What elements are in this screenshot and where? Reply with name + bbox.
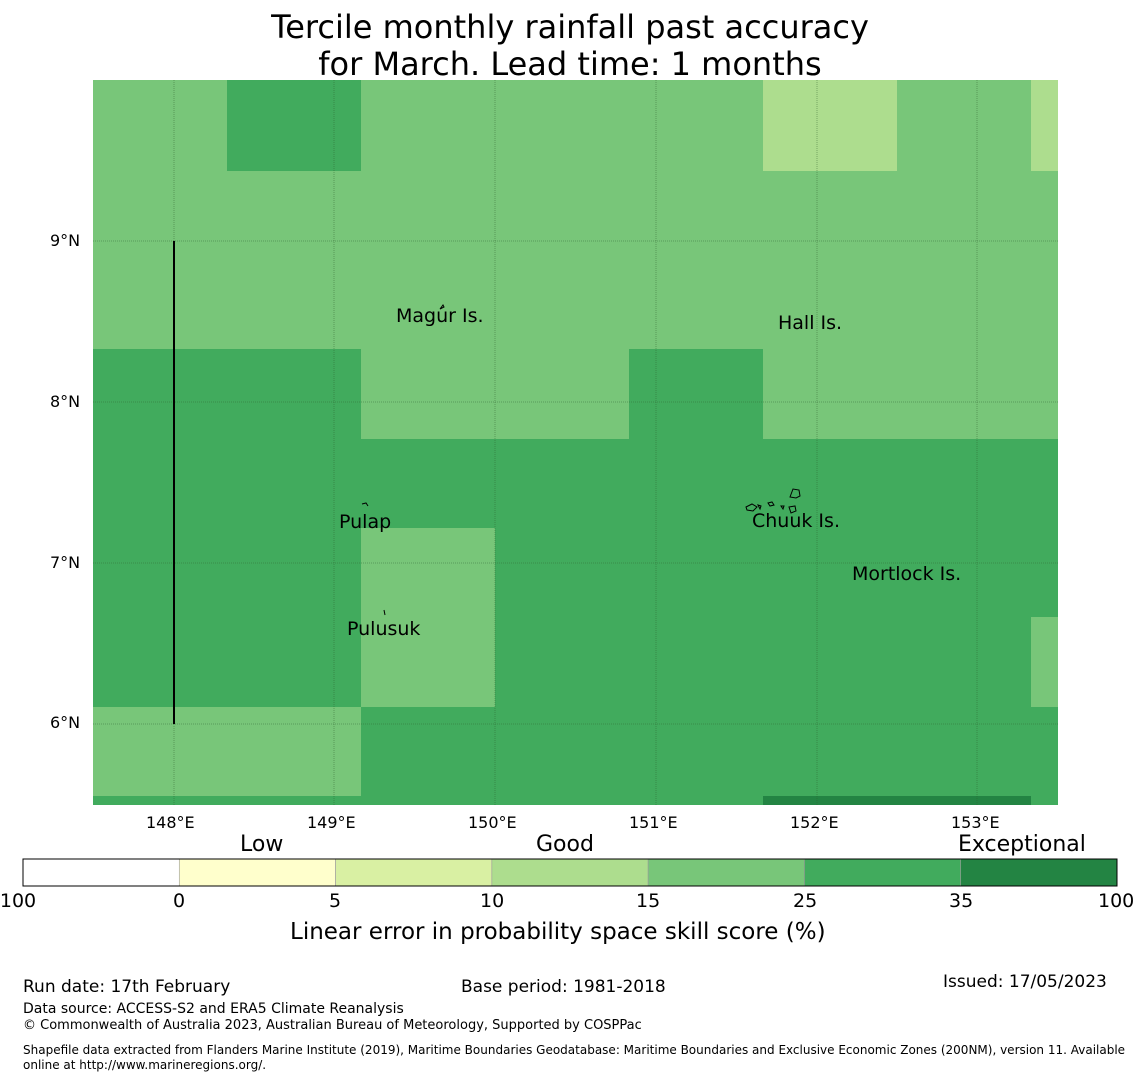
lon-tick-label: 149°E <box>307 813 356 832</box>
colorbar-category-low: Low <box>240 832 284 857</box>
colorbar-tick-label: 0 <box>173 890 186 912</box>
lon-tick-label: 153°E <box>951 813 1000 832</box>
shapefile-credit: Shapefile data extracted from Flanders M… <box>23 1043 1126 1072</box>
lon-tick-label: 151°E <box>629 813 678 832</box>
skill-cell <box>93 349 361 707</box>
run-date: Run date: 17th February <box>23 977 231 997</box>
skill-cell <box>763 439 1058 528</box>
issued-date: Issued: 17/05/2023 <box>943 972 1107 992</box>
colorbar-tick-label: 15 <box>636 890 661 912</box>
colorbar-segment <box>491 858 649 887</box>
chuuk-islet-outline <box>767 501 775 507</box>
chuuk-islet-outline <box>780 505 785 511</box>
map-title-line-2: for March. Lead time: 1 months <box>318 45 822 83</box>
colorbar-category-good: Good <box>536 832 594 857</box>
chuuk-islet-outline <box>788 505 797 514</box>
pulusuk-island-outline <box>383 609 386 616</box>
colorbar-category-exceptional: Exceptional <box>958 832 1086 857</box>
skill-cell <box>361 707 1058 805</box>
colorbar-segments <box>22 858 1118 887</box>
chuuk-islet-outline <box>757 504 762 511</box>
place-label-hall: Hall Is. <box>778 312 843 334</box>
map-title-line-1: Tercile monthly rainfall past accuracy <box>271 8 869 46</box>
graticule <box>93 80 1058 805</box>
place-label-mortlock: Mortlock Is. <box>852 563 962 585</box>
lon-tick-label: 152°E <box>790 813 839 832</box>
colorbar-segment <box>647 858 805 887</box>
skill-cells <box>93 80 1058 805</box>
skill-cell <box>227 80 361 171</box>
skill-cell <box>1031 80 1058 171</box>
skill-cell <box>1031 617 1058 707</box>
skill-cell <box>629 349 763 528</box>
colorbar-tick-label: -100 <box>0 890 37 912</box>
place-label-pulusuk: Pulusuk <box>347 618 421 640</box>
colorbar-segment <box>804 858 962 887</box>
colorbar-tick-label: 35 <box>949 890 974 912</box>
pulap-island-outline <box>361 502 369 507</box>
lat-tick-label: 9°N <box>50 231 81 250</box>
place-label-magur: Magur Is. <box>396 305 484 327</box>
chuuk-lagoon-outline <box>789 488 801 499</box>
magur-island-outline <box>439 304 445 310</box>
chuuk-islet-outline <box>745 503 758 512</box>
skill-cell <box>93 796 361 805</box>
colorbar-tick-label: 100 <box>1098 890 1135 912</box>
lat-tick-label: 7°N <box>50 553 81 572</box>
colorbar-segment <box>22 858 180 887</box>
skill-cell <box>763 80 897 171</box>
colorbar-segment <box>335 858 493 887</box>
colorbar-tick-label: 10 <box>480 890 505 912</box>
skill-cell <box>763 796 1031 805</box>
lon-tick-label: 150°E <box>468 813 517 832</box>
colorbar-frame <box>22 858 1118 887</box>
colorbar-title: Linear error in probability space skill … <box>290 919 826 945</box>
colorbar-tick-label: 5 <box>329 890 342 912</box>
island-outlines <box>361 304 801 616</box>
place-label-pulap: Pulap <box>339 511 392 533</box>
lat-tick-label: 6°N <box>50 713 81 732</box>
copyright: © Commonwealth of Australia 2023, Austra… <box>23 1018 642 1033</box>
base-period: Base period: 1981-2018 <box>461 977 666 997</box>
skill-cell <box>495 528 1058 707</box>
colorbar-segment <box>960 858 1118 887</box>
data-source: Data source: ACCESS-S2 and ERA5 Climate … <box>23 1001 404 1017</box>
colorbar-segment <box>178 858 336 887</box>
place-label-chuuk: Chuuk Is. <box>752 510 840 532</box>
lat-tick-label: 8°N <box>50 392 81 411</box>
colorbar-tick-label: 25 <box>793 890 818 912</box>
lon-tick-label: 148°E <box>146 813 195 832</box>
skill-cell <box>361 439 629 528</box>
